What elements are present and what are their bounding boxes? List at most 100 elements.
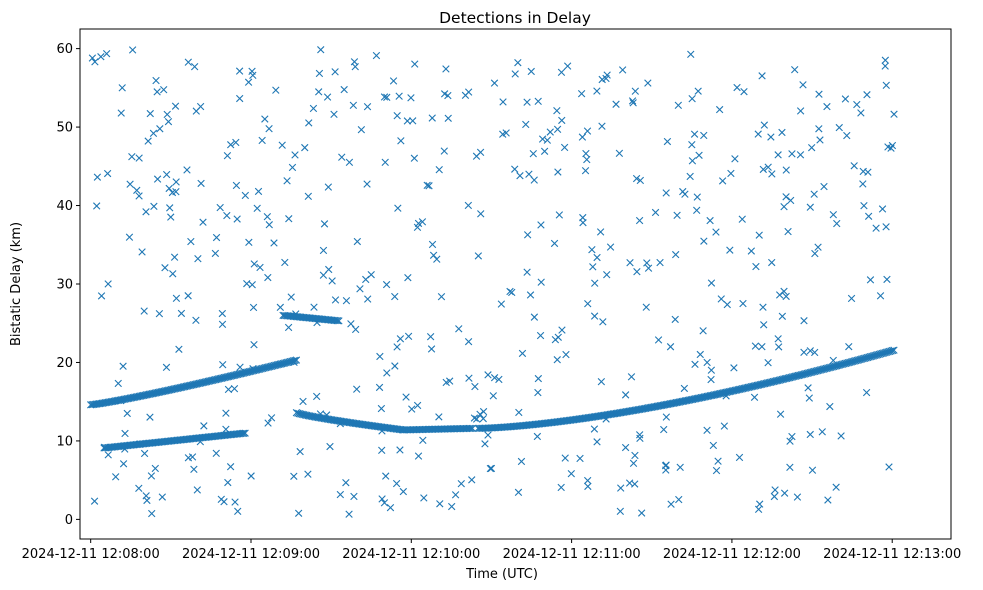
data-point [647, 403, 656, 412]
data-point [304, 192, 313, 200]
data-point [651, 208, 660, 217]
data-point [523, 98, 531, 106]
data-point [199, 218, 207, 226]
data-point [740, 384, 748, 393]
data-point [733, 83, 741, 92]
data-point [248, 281, 256, 289]
data-point [576, 454, 584, 463]
data-point [829, 356, 837, 365]
data-point [557, 68, 566, 76]
y-tick-label: 30 [56, 278, 73, 293]
data-point [267, 414, 276, 422]
data-point [188, 381, 196, 389]
data-point [350, 58, 359, 66]
data-point [712, 390, 720, 399]
data-point [602, 415, 610, 423]
data-point [410, 154, 419, 162]
data-point [428, 114, 436, 122]
data-point [418, 218, 427, 226]
data-point [451, 491, 460, 499]
data-point [687, 396, 695, 404]
data-point [555, 211, 564, 219]
data-point [553, 125, 562, 133]
data-point [440, 90, 449, 98]
data-point [128, 152, 136, 161]
data-point [171, 102, 180, 110]
data-point [644, 264, 653, 272]
data-point [331, 68, 339, 76]
data-point [147, 472, 156, 480]
data-point [125, 394, 133, 403]
data-point [885, 463, 893, 471]
data-point [808, 466, 817, 474]
data-point [534, 374, 543, 383]
data-point [170, 253, 179, 261]
data-point [340, 85, 348, 94]
data-point [577, 90, 586, 98]
data-point [172, 178, 180, 186]
x-tick-label: 2024-12-11 12:11:00 [503, 547, 641, 562]
data-point [655, 402, 663, 410]
data-point [110, 397, 118, 405]
data-point [290, 358, 298, 367]
data-point [472, 152, 481, 160]
data-point [264, 273, 272, 282]
data-point [283, 177, 291, 185]
data-point [425, 182, 433, 190]
data-point [119, 362, 127, 370]
data-point [511, 70, 519, 78]
data-point [691, 395, 700, 403]
data-point [760, 321, 768, 329]
data-point [146, 413, 154, 421]
data-point [245, 238, 253, 247]
data-point [238, 429, 246, 438]
data-point [411, 60, 419, 68]
data-point [786, 463, 794, 472]
data-point [97, 292, 106, 300]
data-point [707, 375, 715, 384]
data-point [720, 422, 729, 430]
data-point [347, 320, 355, 328]
data-point [312, 392, 321, 401]
data-point [254, 187, 263, 196]
data-point [764, 163, 772, 171]
data-point [755, 381, 763, 389]
data-point [725, 387, 734, 396]
data-point [204, 377, 212, 386]
data-point [177, 309, 186, 318]
data-point [735, 385, 744, 394]
data-point [872, 224, 880, 232]
data-point [546, 128, 554, 136]
data-point [662, 461, 670, 469]
data-point [276, 303, 285, 312]
data-point [383, 93, 391, 102]
data-point [399, 487, 408, 496]
data-point [629, 99, 637, 107]
data-point [537, 278, 545, 286]
data-point [621, 443, 630, 452]
data-point [304, 470, 312, 478]
data-point [700, 393, 709, 401]
data-point [606, 243, 615, 251]
data-point [699, 327, 707, 335]
data-point [345, 510, 353, 518]
data-point [714, 457, 722, 465]
data-point [172, 188, 180, 196]
data-point [712, 466, 721, 475]
data-point [590, 312, 599, 320]
data-point [135, 484, 143, 492]
data-point [656, 402, 664, 410]
data-point [328, 277, 336, 285]
data-point [218, 320, 227, 328]
data-point [710, 391, 719, 399]
y-tick-label: 50 [56, 121, 73, 136]
data-point [93, 202, 101, 210]
data-point [669, 399, 678, 407]
data-point [641, 404, 650, 413]
data-point [671, 250, 680, 259]
data-point [758, 342, 766, 351]
data-point [666, 400, 675, 408]
data-point [394, 204, 402, 212]
data-point [413, 401, 422, 410]
data-point [636, 176, 645, 185]
